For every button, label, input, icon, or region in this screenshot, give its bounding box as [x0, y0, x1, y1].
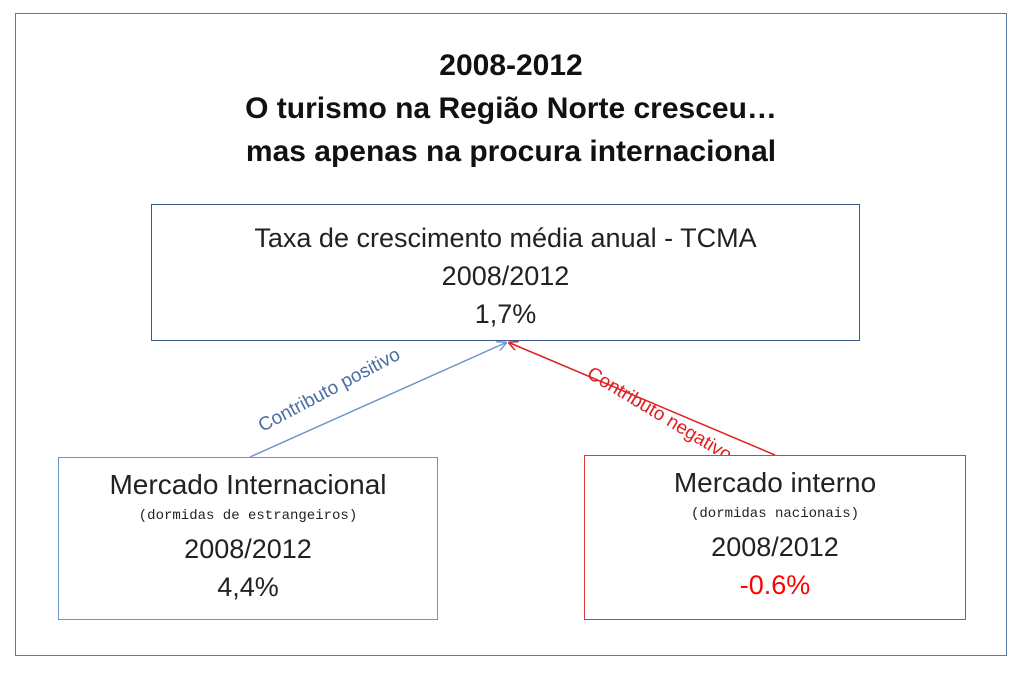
title-headline: O turismo na Região Norte cresceu…: [245, 92, 777, 125]
international-market-note: (dormidas de estrangeiros): [138, 508, 358, 524]
tcma-period: 2008/2012: [441, 261, 570, 291]
tcma-box: Taxa de crescimento média anual - TCMA 2…: [151, 204, 860, 341]
international-market-title: Mercado Internacional: [109, 469, 387, 500]
title-subheadline: mas apenas na procura internacional: [245, 135, 777, 168]
international-market-period: 2008/2012: [184, 534, 312, 564]
domestic-market-box: Mercado interno (dormidas nacionais) 200…: [584, 455, 966, 620]
tcma-label: Taxa de crescimento média anual - TCMA: [254, 223, 757, 253]
tcma-value: 1,7%: [474, 299, 537, 329]
domestic-market-title: Mercado interno: [673, 467, 877, 498]
domestic-market-note: (dormidas nacionais): [690, 506, 860, 522]
international-market-box: Mercado Internacional (dormidas de estra…: [58, 457, 438, 620]
domestic-market-value: -0.6%: [739, 570, 811, 600]
title-period: 2008-2012: [439, 49, 583, 82]
domestic-market-period: 2008/2012: [711, 532, 839, 562]
page-title: 2008-2012 O turismo na Região Norte cres…: [15, 44, 1007, 173]
outer-frame: [15, 13, 1007, 656]
international-market-value: 4,4%: [217, 572, 279, 602]
